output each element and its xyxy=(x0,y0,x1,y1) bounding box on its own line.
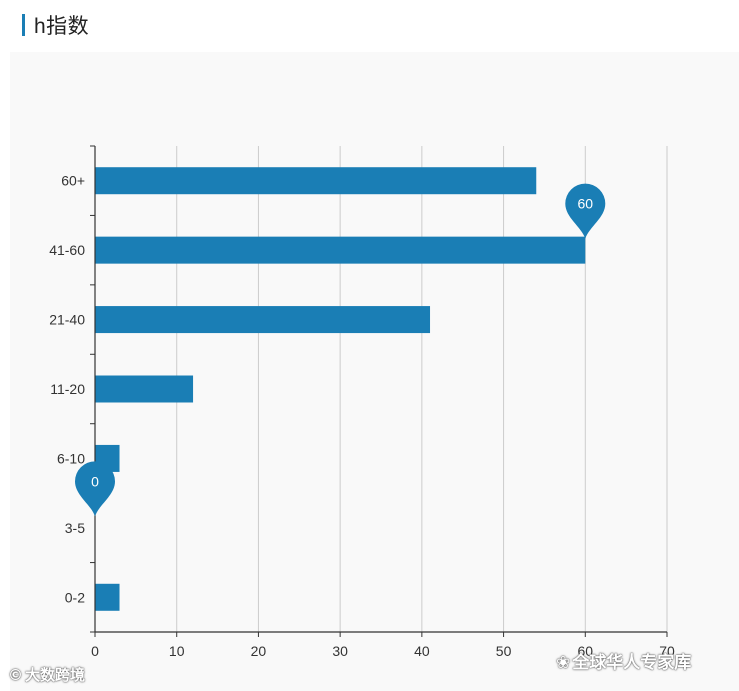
y-tick-label: 6-10 xyxy=(57,450,85,466)
marker-pin-max xyxy=(565,183,606,239)
h-index-bar-chart: 60+ 41-60 21-40 11-20 6-10 3-5 0-2 0 10 20 30 40 50 6… xyxy=(49,145,675,659)
y-tick-label: 41-60 xyxy=(49,242,85,258)
x-tick-label: 60 xyxy=(577,643,593,659)
y-tick-label: 60+ xyxy=(61,173,85,189)
y-tick-label: 11-20 xyxy=(50,381,85,397)
watermark-left: © 大数跨境 xyxy=(8,664,85,685)
x-tick-label: 20 xyxy=(251,643,267,659)
x-tick-label: 40 xyxy=(414,643,430,659)
accent-bar xyxy=(22,14,25,36)
section-header: h指数 xyxy=(22,10,89,40)
chart-panel: 60+ 41-60 21-40 11-20 6-10 3-5 0-2 0 10 20 30 40 50 6… xyxy=(10,52,739,691)
logo-icon: © xyxy=(8,666,23,684)
watermark-right: ❀ 全球华人专家库 xyxy=(556,648,691,673)
x-tick-label: 0 xyxy=(91,643,99,659)
bar-21-40 xyxy=(95,306,431,334)
y-tick-label: 21-40 xyxy=(49,312,85,328)
y-tick-label: 0-2 xyxy=(65,589,85,605)
bar-0-2 xyxy=(95,583,120,611)
section-title: h指数 xyxy=(34,15,90,38)
watermark-right-text: 全球华人专家库 xyxy=(572,653,692,673)
marker-label-min: 0 xyxy=(91,473,99,489)
bar-41-60 xyxy=(95,236,586,264)
wechat-icon: ❀ xyxy=(556,653,571,673)
x-tick-label: 50 xyxy=(496,643,512,659)
bar-11-20 xyxy=(95,375,194,403)
x-tick-label: 30 xyxy=(332,643,348,659)
x-tick-label: 10 xyxy=(169,643,185,659)
watermark-left-text: 大数跨境 xyxy=(25,666,86,684)
y-tick-label: 3-5 xyxy=(65,520,85,536)
x-tick-label: 70 xyxy=(659,643,675,659)
bar-60+ xyxy=(95,167,537,195)
marker-pin-min xyxy=(75,461,115,517)
marker-label-max: 60 xyxy=(577,196,593,212)
